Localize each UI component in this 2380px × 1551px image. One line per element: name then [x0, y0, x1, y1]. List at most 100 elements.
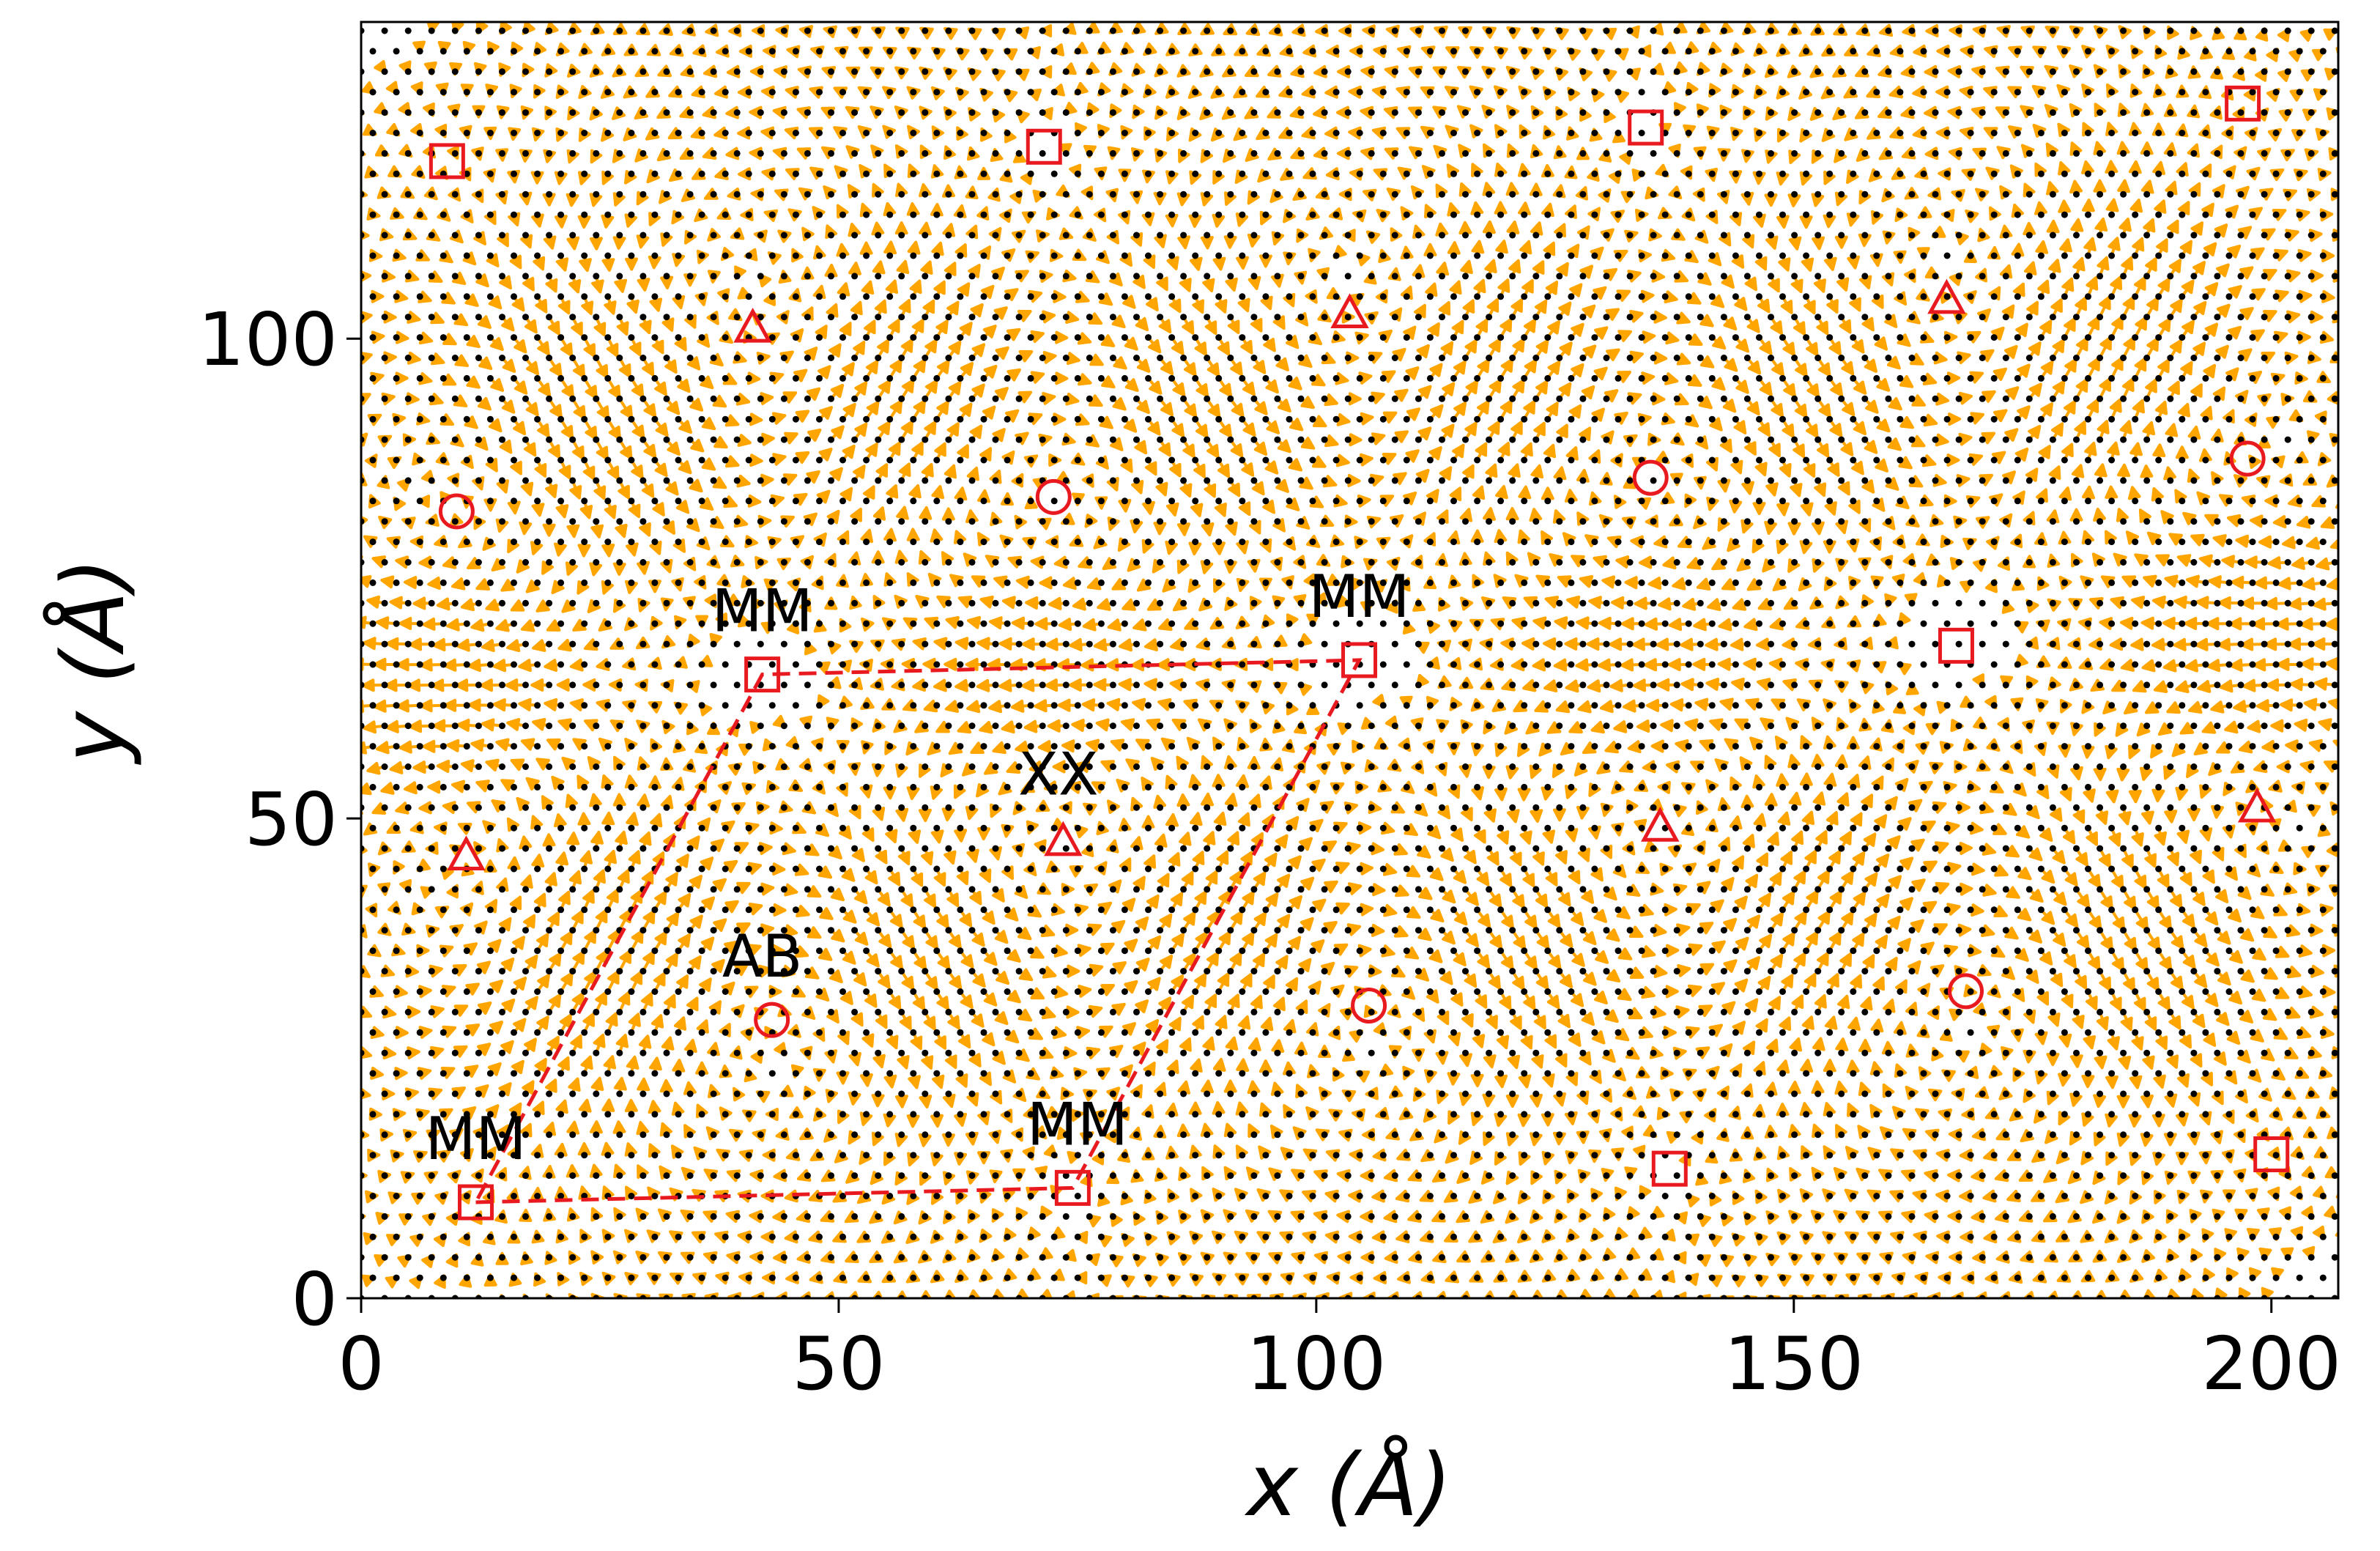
atom-site: [640, 927, 647, 934]
atom-site: [910, 579, 917, 586]
atom-site: [2061, 620, 2068, 627]
atom-site: [933, 1274, 941, 1281]
atom-site: [675, 1070, 682, 1077]
atom-site: [569, 1131, 577, 1139]
atom-site: [2272, 1193, 2280, 1199]
atom-site: [804, 436, 811, 443]
atom-site: [369, 1070, 377, 1077]
atom-site: [768, 988, 776, 995]
atom-site: [2120, 1008, 2127, 1015]
atom-site: [816, 1233, 823, 1240]
atom-site: [499, 681, 505, 689]
atom-site: [2367, 906, 2373, 913]
atom-site: [1039, 559, 1046, 566]
atom-site: [1626, 845, 1634, 852]
atom-site: [1403, 374, 1410, 382]
atom-site: [557, 1070, 565, 1077]
atom-site: [816, 906, 823, 914]
atom-site: [616, 395, 623, 402]
atom-site: [1462, 355, 1469, 361]
atom-site: [499, 1336, 505, 1342]
atom-site: [1004, 211, 1011, 218]
atom-site: [1814, 518, 1822, 525]
atom-site: [640, 804, 647, 811]
atom-site: [1168, 252, 1176, 259]
atom-site: [416, 824, 423, 832]
atom-site: [1215, 1152, 1223, 1159]
atom-site: [1814, 804, 1822, 811]
atom-site: [1532, 599, 1540, 607]
atom-site: [1650, 436, 1657, 443]
atom-site: [404, 1131, 412, 1139]
atom-site: [2155, 661, 2162, 668]
atom-site: [569, 722, 577, 730]
atom-site: [1509, 436, 1516, 443]
atom-site: [1885, 722, 1892, 730]
atom-site: [1379, 783, 1387, 791]
atom-site: [2284, 681, 2291, 689]
atom-site: [1955, 681, 1962, 689]
atom-site: [1274, 232, 1281, 239]
atom-site: [2037, 293, 2044, 300]
atom-site: [980, 620, 987, 627]
atom-site: [2061, 334, 2068, 341]
atom-site: [2307, 927, 2315, 934]
atom-site: [2202, 1193, 2209, 1199]
atom-site: [428, 599, 435, 607]
atom-site: [2025, 804, 2033, 811]
atom-site: [1332, 497, 1340, 505]
atom-site: [463, 1070, 470, 1077]
atom-site: [2085, 579, 2091, 586]
atom-site: [1650, 355, 1657, 361]
atom-site: [1521, 538, 1528, 546]
atom-site: [1356, 538, 1363, 546]
atom-site: [2073, 273, 2080, 280]
atom-site: [1743, 1008, 1751, 1015]
atom-site: [440, 661, 447, 668]
atom-site: [780, 722, 787, 730]
atom-site: [710, 722, 717, 730]
atom-site: [757, 763, 764, 770]
atom-site: [1897, 947, 1904, 955]
atom-site: [1109, 1090, 1116, 1097]
atom-site: [486, 1070, 494, 1077]
atom-site: [2167, 395, 2174, 402]
atom-site: [1050, 1274, 1058, 1281]
atom-site: [2143, 477, 2151, 484]
atom-site: [1591, 497, 1598, 505]
atom-site: [664, 1336, 670, 1342]
atom-site: [780, 232, 787, 239]
atom-site: [1133, 314, 1140, 321]
atom-site: [2367, 293, 2373, 300]
atom-site: [334, 1131, 341, 1138]
atom-site: [1121, 865, 1128, 873]
atom-site: [745, 579, 752, 586]
atom-site: [1697, 763, 1704, 770]
atom-site: [1344, 968, 1352, 975]
atom-site: [1426, 702, 1434, 709]
atom-site: [522, 763, 529, 770]
atom-site: [2319, 415, 2327, 423]
atom-site: [2331, 681, 2338, 689]
atom-site: [1897, 211, 1904, 218]
atom-site: [1591, 1152, 1598, 1159]
atom-site: [816, 702, 823, 709]
atom-site: [757, 1254, 764, 1261]
atom-site: [1274, 599, 1281, 607]
atom-site: [992, 927, 999, 934]
atom-site: [2120, 273, 2127, 280]
atom-site: [1768, 1131, 1774, 1139]
atom-site: [1591, 988, 1598, 995]
atom-site: [828, 314, 834, 321]
atom-site: [1015, 232, 1023, 239]
atom-site: [1379, 906, 1387, 914]
atom-site: [2085, 415, 2091, 423]
atom-site: [451, 436, 459, 443]
atom-site: [334, 437, 341, 443]
atom-site: [2307, 1213, 2315, 1220]
atom-site: [451, 355, 459, 361]
atom-site: [1532, 518, 1540, 525]
atom-site: [2037, 1152, 2044, 1159]
atom-site: [1826, 415, 1834, 423]
atom-site: [1227, 599, 1234, 607]
